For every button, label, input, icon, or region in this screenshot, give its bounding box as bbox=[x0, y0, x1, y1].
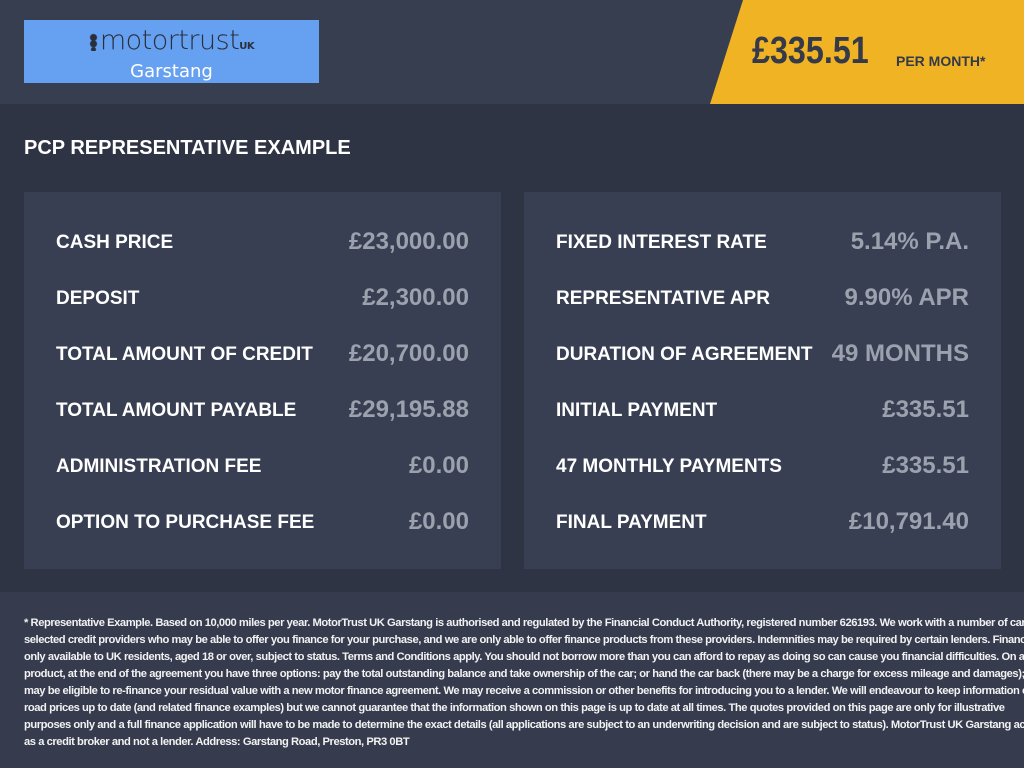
finance-row: ADMINISTRATION FEE £0.00 bbox=[56, 452, 469, 482]
disclaimer-line: * Representative Example. Based on 10,00… bbox=[24, 617, 1024, 629]
disclaimer-line: may be eligible to re-finance your resid… bbox=[24, 685, 1024, 697]
logo-brand-text: motortrust bbox=[99, 25, 240, 56]
finance-row: OPTION TO PURCHASE FEE £0.00 bbox=[56, 508, 469, 538]
finance-value: 49 MONTHS bbox=[831, 340, 969, 367]
disclaimer-footer: * Representative Example. Based on 10,00… bbox=[0, 592, 1024, 768]
finance-value: £20,700.00 bbox=[348, 340, 469, 367]
finance-value: £10,791.40 bbox=[848, 508, 969, 535]
finance-label: INITIAL PAYMENT bbox=[556, 400, 718, 421]
finance-value: £0.00 bbox=[408, 508, 469, 535]
disclaimer-line: only available to UK residents, aged 18 … bbox=[24, 651, 1024, 663]
finance-row: 47 MONTHLY PAYMENTS £335.51 bbox=[556, 452, 969, 482]
finance-value: £2,300.00 bbox=[362, 284, 469, 311]
monthly-price-box: £335.51 PER MONTH* bbox=[710, 0, 1024, 104]
finance-value: 9.90% APR bbox=[844, 284, 970, 311]
finance-row: TOTAL AMOUNT OF CREDIT £20,700.00 bbox=[56, 340, 469, 370]
disclaimer-text: * Representative Example. Based on 10,00… bbox=[24, 615, 1024, 751]
finance-label: DEPOSIT bbox=[56, 288, 140, 309]
finance-label: TOTAL AMOUNT OF CREDIT bbox=[56, 344, 313, 365]
monthly-price: £335.51 bbox=[752, 30, 869, 72]
disclaimer-line: road prices up to date (and related fina… bbox=[24, 702, 1005, 714]
finance-value: £0.00 bbox=[408, 452, 469, 479]
finance-label: 47 MONTHLY PAYMENTS bbox=[556, 456, 782, 477]
logo-suffix: UK bbox=[239, 41, 255, 52]
finance-row: DEPOSIT £2,300.00 bbox=[56, 284, 469, 314]
finance-label: ADMINISTRATION FEE bbox=[56, 456, 262, 477]
disclaimer-line: as a credit broker and not a lender. Add… bbox=[24, 736, 410, 748]
finance-row: FIXED INTEREST RATE 5.14% P.A. bbox=[556, 228, 969, 258]
section-title: PCP REPRESENTATIVE EXAMPLE bbox=[24, 137, 351, 159]
per-month-label: PER MONTH* bbox=[896, 53, 986, 69]
header: motortrustUK Garstang £335.51 PER MONTH* bbox=[0, 0, 1024, 104]
finance-row: TOTAL AMOUNT PAYABLE £29,195.88 bbox=[56, 396, 469, 426]
logo-branch: Garstang bbox=[130, 61, 213, 82]
finance-label: OPTION TO PURCHASE FEE bbox=[56, 512, 315, 533]
finance-panel-right: FIXED INTEREST RATE 5.14% P.A. REPRESENTAT… bbox=[524, 192, 1001, 569]
finance-value: £335.51 bbox=[882, 452, 969, 479]
finance-label: TOTAL AMOUNT PAYABLE bbox=[56, 400, 297, 421]
finance-row: REPRESENTATIVE APR 9.90% APR bbox=[556, 284, 969, 314]
logo-brand: motortrustUK bbox=[24, 26, 319, 62]
disclaimer-line: product, at the end of the agreement you… bbox=[24, 668, 1024, 680]
finance-label: DURATION OF AGREEMENT bbox=[556, 344, 813, 365]
motortrust-logo[interactable]: motortrustUK Garstang bbox=[24, 20, 319, 83]
finance-row: INITIAL PAYMENT £335.51 bbox=[556, 396, 969, 426]
finance-row: DURATION OF AGREEMENT 49 MONTHS bbox=[556, 340, 969, 370]
finance-label: REPRESENTATIVE APR bbox=[556, 288, 770, 309]
disclaimer-line: selected credit providers who may be abl… bbox=[24, 634, 1024, 646]
finance-label: FIXED INTEREST RATE bbox=[556, 232, 767, 253]
finance-label: CASH PRICE bbox=[56, 232, 174, 253]
finance-row: FINAL PAYMENT £10,791.40 bbox=[556, 508, 969, 538]
finance-value: £335.51 bbox=[882, 396, 969, 423]
leaf-icon bbox=[88, 33, 98, 51]
finance-label: FINAL PAYMENT bbox=[556, 512, 707, 533]
finance-value: 5.14% P.A. bbox=[850, 228, 969, 255]
finance-panel-left: CASH PRICE £23,000.00 DEPOSIT £2,300.00 TOTA… bbox=[24, 192, 501, 569]
disclaimer-line: purposes only and a full finance applica… bbox=[24, 719, 1024, 731]
finance-row: CASH PRICE £23,000.00 bbox=[56, 228, 469, 258]
finance-value: £23,000.00 bbox=[348, 228, 469, 255]
finance-value: £29,195.88 bbox=[348, 396, 469, 423]
